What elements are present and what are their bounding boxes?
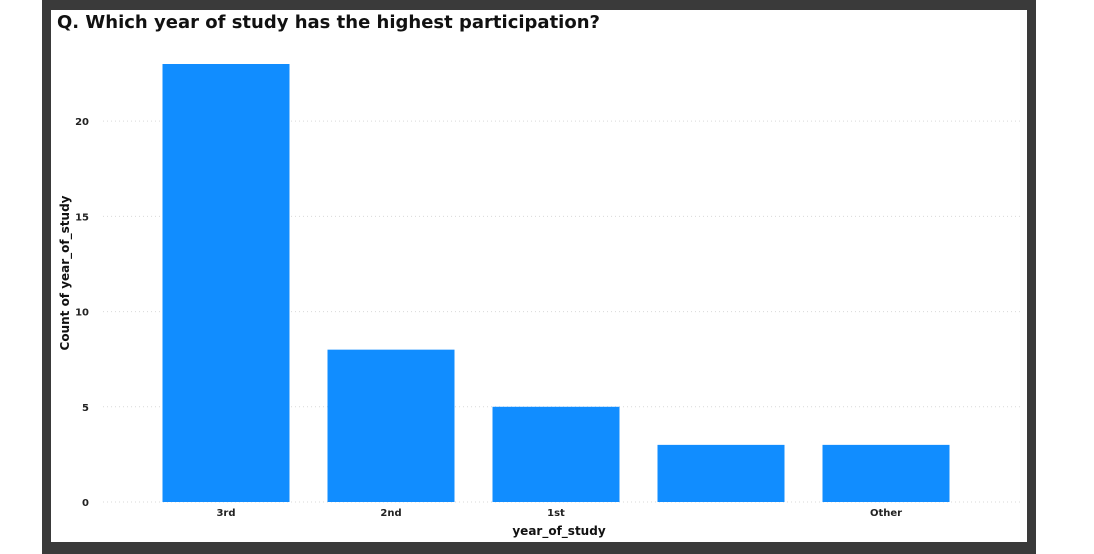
x-tick-label: 1st xyxy=(547,508,565,519)
y-tick-label: 10 xyxy=(75,308,89,319)
bar[interactable] xyxy=(162,64,290,502)
chart-card: Q. Which year of study has the highest p… xyxy=(51,10,1027,542)
bars xyxy=(162,64,950,502)
x-tick-label: 3rd xyxy=(216,508,235,519)
x-tick-label: 2nd xyxy=(380,508,401,519)
y-tick-label: 0 xyxy=(82,498,89,509)
x-axis-label: year_of_study xyxy=(512,524,605,539)
y-tick-label: 5 xyxy=(82,403,89,414)
x-axis-ticks: 3rd 2nd 1st Other xyxy=(216,508,902,519)
y-tick-label: 15 xyxy=(75,212,89,223)
bar[interactable] xyxy=(657,444,785,502)
bar[interactable] xyxy=(492,406,620,502)
y-axis-label: Count of year_of_study xyxy=(58,195,73,350)
bar[interactable] xyxy=(822,444,950,502)
y-tick-label: 20 xyxy=(75,117,89,128)
bar-chart: 0 5 10 15 20 3rd 2nd 1st Other year_of_study Co… xyxy=(58,64,1021,539)
chart-title: Q. Which year of study has the highest p… xyxy=(57,12,600,33)
y-axis-ticks: 0 5 10 15 20 xyxy=(75,117,89,509)
bar[interactable] xyxy=(327,349,455,502)
x-tick-label: Other xyxy=(870,508,902,519)
